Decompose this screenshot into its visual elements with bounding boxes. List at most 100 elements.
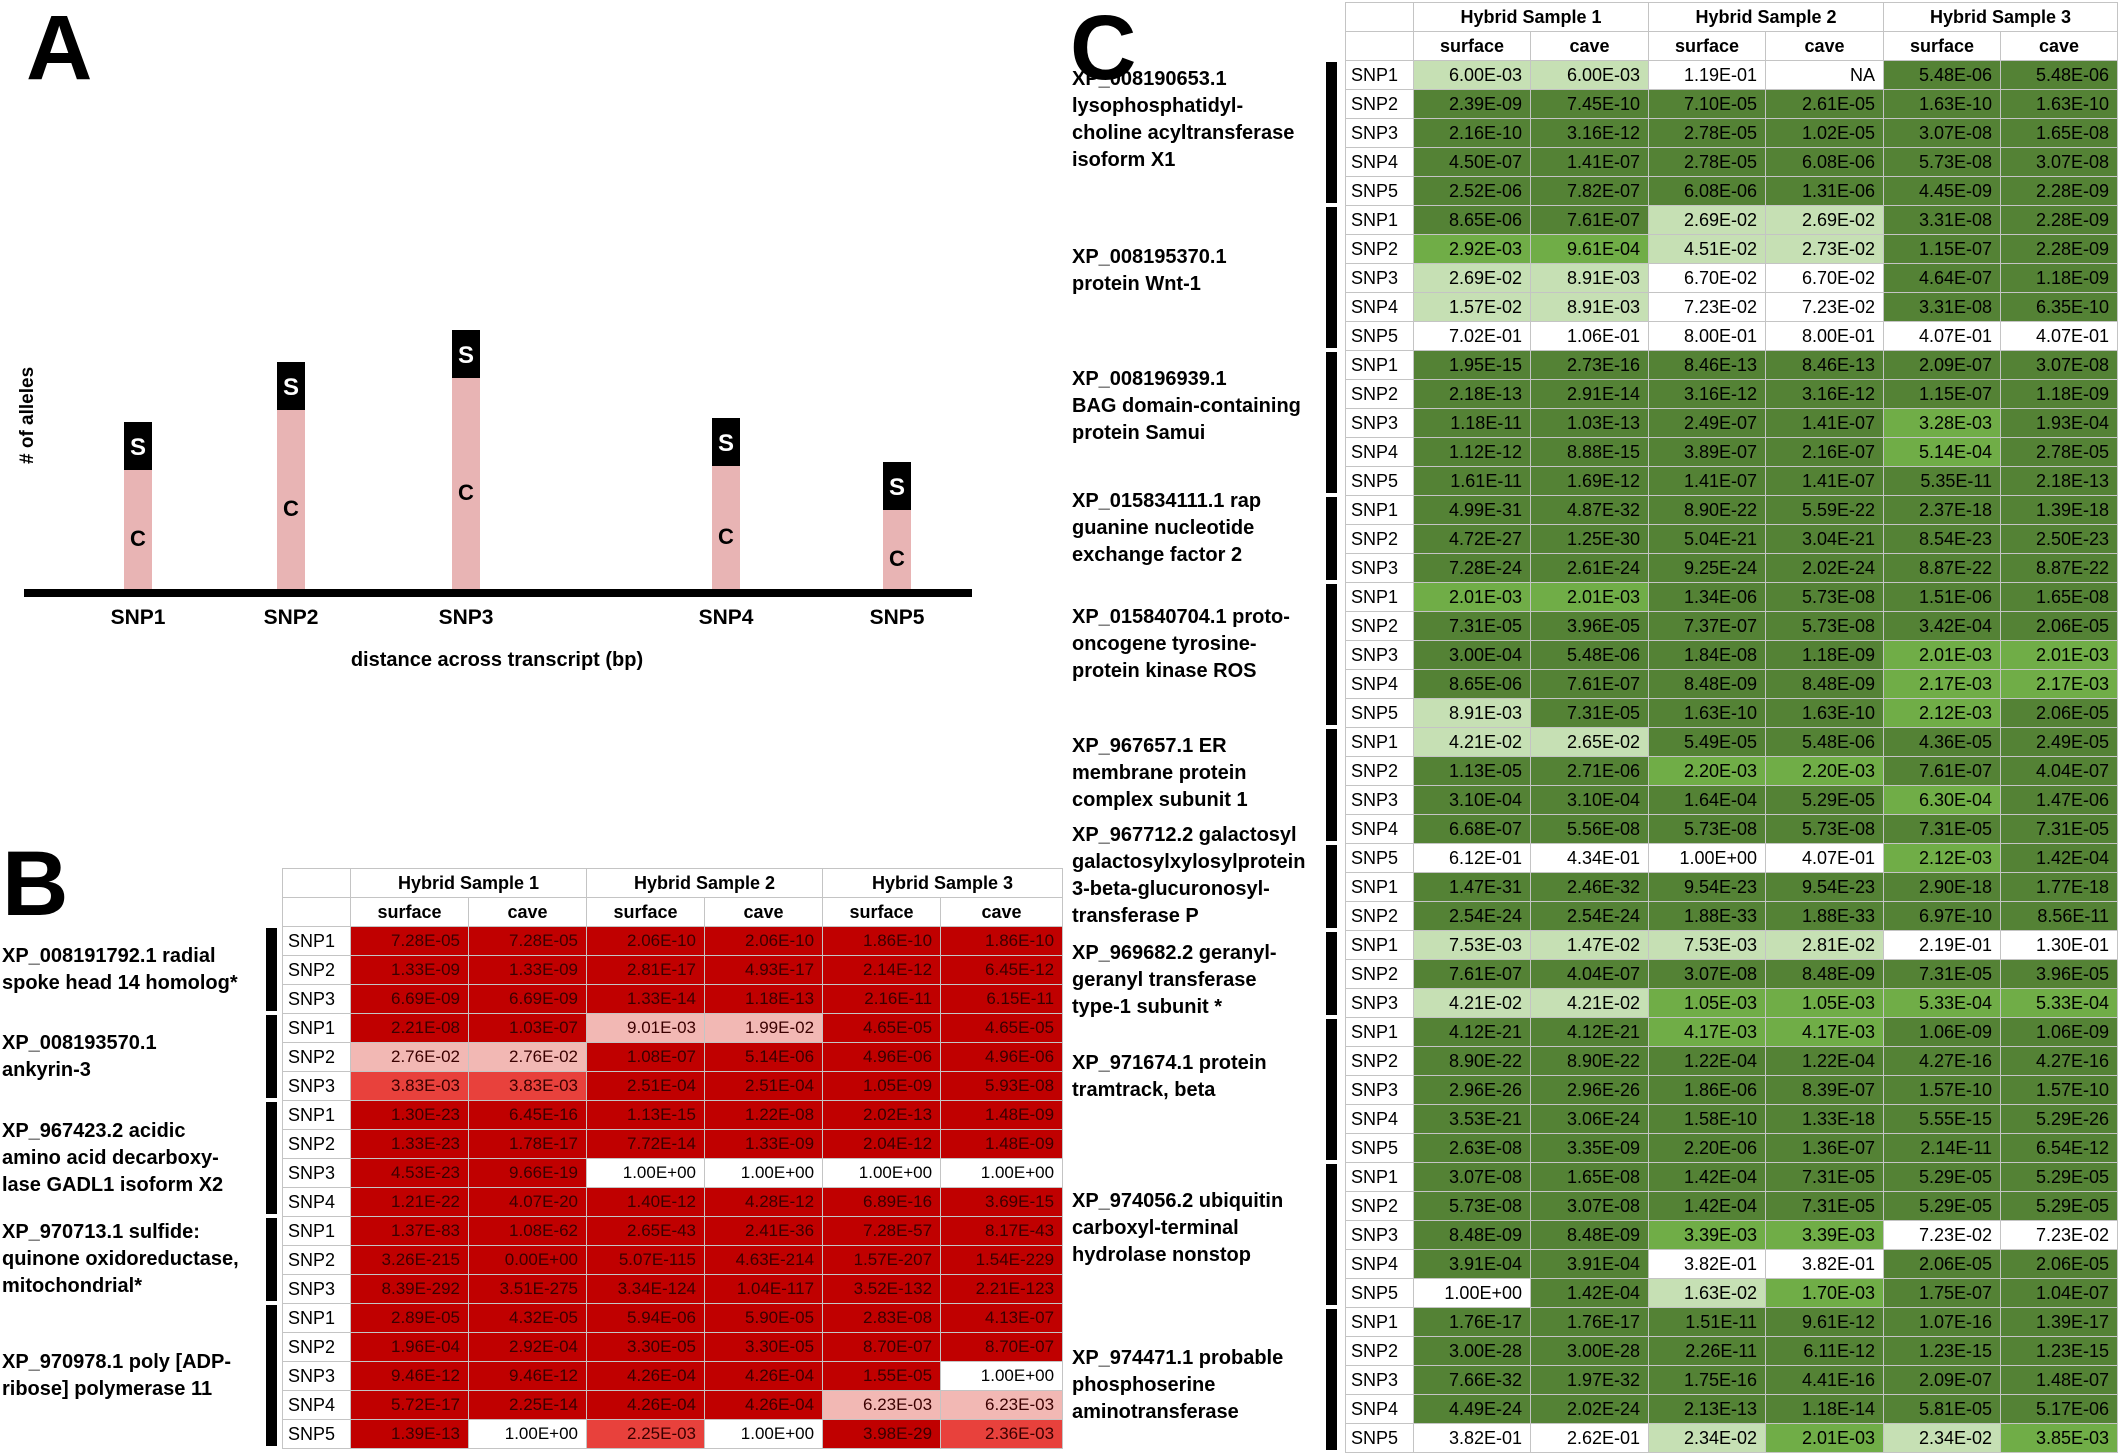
pvalue-cell: 7.53E-03 bbox=[1648, 930, 1767, 960]
pvalue-cell: 2.92E-04 bbox=[467, 1332, 588, 1362]
pvalue-cell: 1.18E-11 bbox=[1413, 408, 1531, 438]
pvalue-cell: 1.22E-04 bbox=[1765, 1046, 1885, 1076]
pvalue-cell: 3.82E-01 bbox=[1648, 1249, 1767, 1279]
pvalue-cell: 1.39E-17 bbox=[2000, 1307, 2118, 1337]
snp-cell: SNP1 bbox=[1345, 495, 1414, 525]
pvalue-cell: 5.04E-21 bbox=[1648, 524, 1767, 554]
pvalue-cell: 1.47E-02 bbox=[1529, 930, 1650, 960]
table-row: SNP1 2.21E-08 1.03E-07 9.01E-03 1.99E-02 4.65… bbox=[282, 1013, 1064, 1043]
pvalue-cell: 2.28E-09 bbox=[2000, 205, 2118, 235]
pvalue-cell: 5.73E-08 bbox=[1765, 582, 1885, 612]
pvalue-cell: 6.97E-10 bbox=[1883, 901, 2002, 931]
pvalue-cell: 6.54E-12 bbox=[2000, 1133, 2118, 1163]
pvalue-cell: 2.37E-18 bbox=[1883, 495, 2002, 525]
table-row: SNP1 1.37E-83 1.08E-62 2.65E-43 2.41E-36 7.28… bbox=[282, 1216, 1064, 1246]
pvalue-cell: 1.47E-31 bbox=[1413, 872, 1531, 902]
snp-cell: SNP2 bbox=[1345, 379, 1414, 409]
pvalue-cell: 9.66E-19 bbox=[467, 1158, 588, 1188]
table-row: SNP3 9.46E-12 9.46E-12 4.26E-04 4.26E-04 1.55… bbox=[282, 1361, 1064, 1391]
pvalue-cell: 2.90E-18 bbox=[1883, 872, 2002, 902]
pvalue-cell: 4.27E-16 bbox=[2000, 1046, 2118, 1076]
table-row: SNP5 1.61E-11 1.69E-12 1.41E-07 1.41E-07 5.35… bbox=[1345, 466, 2118, 496]
pvalue-cell: 1.88E-33 bbox=[1648, 901, 1767, 931]
pvalue-cell: 9.61E-12 bbox=[1765, 1307, 1885, 1337]
pvalue-cell: 7.28E-05 bbox=[350, 926, 469, 956]
gene-group-bar bbox=[1326, 1019, 1337, 1160]
pvalue-cell: 2.91E-14 bbox=[1529, 379, 1650, 409]
pvalue-cell: 1.33E-18 bbox=[1765, 1104, 1885, 1134]
pvalue-cell: 7.23E-02 bbox=[2000, 1220, 2118, 1250]
pvalue-cell: NA bbox=[1765, 60, 1885, 90]
pvalue-cell: 1.06E-01 bbox=[1529, 321, 1650, 351]
pvalue-cell: 1.33E-14 bbox=[586, 984, 706, 1014]
pvalue-cell: 1.39E-18 bbox=[2000, 495, 2118, 525]
gene-label-line: 3-beta-glucuronosyl- bbox=[1072, 878, 1270, 900]
pvalue-cell: 8.48E-09 bbox=[1765, 959, 1885, 989]
pvalue-cell: 9.46E-12 bbox=[350, 1361, 469, 1391]
table-b: Hybrid Sample 1 Hybrid Sample 2 Hybrid Sam… bbox=[282, 868, 1064, 1449]
y-axis-label: # of alleles bbox=[17, 367, 38, 464]
pvalue-cell: 1.22E-04 bbox=[1648, 1046, 1767, 1076]
pvalue-cell: 3.10E-04 bbox=[1413, 785, 1531, 815]
pvalue-cell: 1.13E-05 bbox=[1413, 756, 1531, 786]
pvalue-cell: 7.37E-07 bbox=[1648, 611, 1767, 641]
pvalue-cell: 1.00E+00 bbox=[940, 1158, 1064, 1188]
pvalue-cell: 2.36E-03 bbox=[940, 1419, 1064, 1449]
pvalue-cell: 8.48E-09 bbox=[1765, 669, 1885, 699]
pvalue-cell: 1.48E-09 bbox=[940, 1100, 1064, 1130]
gene-label: XP_967712.2 galactosyl galactosylxylosylp… bbox=[1072, 822, 1305, 930]
table-row: SNP1 4.21E-02 2.65E-02 5.49E-05 5.48E-06 4.36… bbox=[1345, 727, 2118, 757]
pvalue-cell: 2.02E-24 bbox=[1529, 1394, 1650, 1424]
sample-header: Hybrid Sample 2 bbox=[1648, 2, 1885, 32]
surface-bar-snp3 bbox=[452, 330, 480, 378]
pvalue-cell: 1.57E-10 bbox=[2000, 1075, 2118, 1105]
pvalue-cell: 7.61E-07 bbox=[1413, 959, 1531, 989]
pvalue-cell: 3.98E-29 bbox=[822, 1419, 942, 1449]
gene-label-line: phosphoserine bbox=[1072, 1374, 1216, 1396]
pvalue-cell: 2.78E-05 bbox=[1648, 118, 1767, 148]
gene-label-line: XP_008191792.1 radial bbox=[2, 944, 216, 967]
habitat-header: surface bbox=[350, 897, 469, 927]
pvalue-cell: 3.69E-15 bbox=[940, 1187, 1064, 1217]
pvalue-cell: 1.33E-23 bbox=[350, 1129, 469, 1159]
snp-cell: SNP2 bbox=[1345, 1046, 1414, 1076]
pvalue-cell: 2.50E-23 bbox=[2000, 524, 2118, 554]
pvalue-cell: 3.52E-132 bbox=[822, 1274, 942, 1304]
table-row: SNP3 2.96E-26 2.96E-26 1.86E-06 8.39E-07 1.57… bbox=[1345, 1075, 2118, 1105]
pvalue-cell: 4.26E-04 bbox=[586, 1390, 706, 1420]
pvalue-cell: 1.33E-09 bbox=[467, 955, 588, 985]
pvalue-cell: 5.49E-05 bbox=[1648, 727, 1767, 757]
snp-cell: SNP2 bbox=[1345, 1191, 1414, 1221]
gene-group-bar bbox=[1326, 1164, 1337, 1305]
habitat-header: surface bbox=[1883, 31, 2002, 61]
pvalue-cell: 3.07E-08 bbox=[2000, 350, 2118, 380]
pvalue-cell: 4.12E-21 bbox=[1529, 1017, 1650, 1047]
x-tick-label: SNP1 bbox=[111, 606, 166, 629]
pvalue-cell: 8.88E-15 bbox=[1529, 437, 1650, 467]
table-row: SNP4 1.21E-22 4.07E-20 1.40E-12 4.28E-12 6.89… bbox=[282, 1187, 1064, 1217]
snp-cell: SNP1 bbox=[1345, 582, 1414, 612]
pvalue-cell: 5.33E-04 bbox=[1883, 988, 2002, 1018]
pvalue-cell: 2.73E-16 bbox=[1529, 350, 1650, 380]
pvalue-cell: 1.42E-04 bbox=[1529, 1278, 1650, 1308]
pvalue-cell: 4.04E-07 bbox=[1529, 959, 1650, 989]
pvalue-cell: 2.69E-02 bbox=[1413, 263, 1531, 293]
gene-label-line: transferase P bbox=[1072, 905, 1199, 927]
pvalue-cell: 1.18E-09 bbox=[1765, 640, 1885, 670]
gene-label-line: tramtrack, beta bbox=[1072, 1079, 1216, 1101]
habitat-header: cave bbox=[704, 897, 824, 927]
pvalue-cell: 3.07E-08 bbox=[2000, 147, 2118, 177]
pvalue-cell: 4.45E-09 bbox=[1883, 176, 2002, 206]
pvalue-cell: 1.51E-11 bbox=[1648, 1307, 1767, 1337]
snp-cell: SNP2 bbox=[282, 1129, 351, 1159]
table-row: SNP2 3.26E-215 0.00E+00 5.07E-115 4.63E-214 1… bbox=[282, 1245, 1064, 1275]
gene-label-line: type-1 subunit * bbox=[1072, 996, 1223, 1018]
snp-cell: SNP2 bbox=[1345, 959, 1414, 989]
pvalue-cell: 7.31E-05 bbox=[1883, 814, 2002, 844]
gene-group-bar bbox=[266, 928, 277, 1011]
pvalue-cell: 1.00E+00 bbox=[940, 1361, 1064, 1391]
gene-label-line: complex subunit 1 bbox=[1072, 789, 1248, 811]
pvalue-cell: 8.90E-22 bbox=[1648, 495, 1767, 525]
pvalue-cell: 8.70E-07 bbox=[822, 1332, 942, 1362]
table-row: SNP4 3.91E-04 3.91E-04 3.82E-01 3.82E-01 2.06… bbox=[1345, 1249, 2118, 1279]
